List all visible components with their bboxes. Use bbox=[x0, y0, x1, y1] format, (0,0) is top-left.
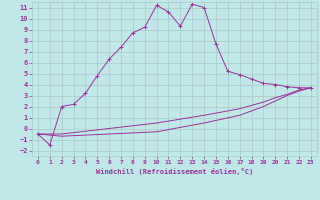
X-axis label: Windchill (Refroidissement éolien,°C): Windchill (Refroidissement éolien,°C) bbox=[96, 168, 253, 175]
